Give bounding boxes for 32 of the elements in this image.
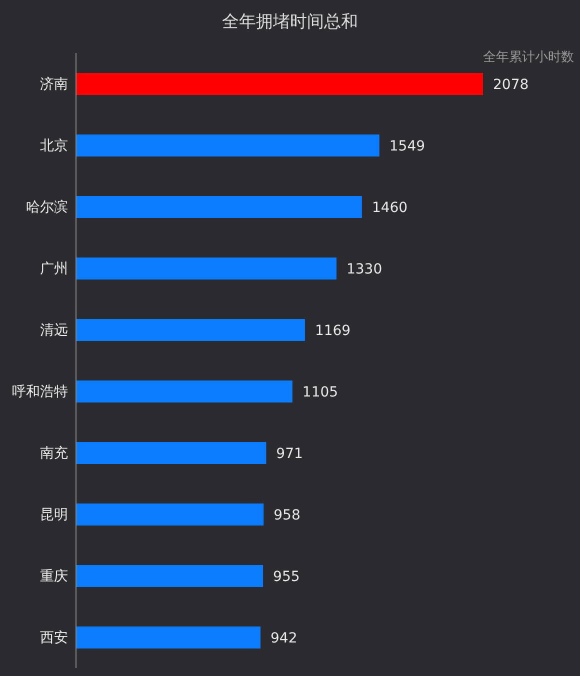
data-label: 1105	[302, 384, 338, 400]
bar	[76, 626, 260, 648]
data-label: 1460	[372, 200, 408, 216]
y-tick-label: 北京	[40, 138, 68, 154]
x-axis-title: 全年累计小时数	[483, 49, 574, 66]
data-label: 2078	[493, 76, 529, 93]
y-tick-label: 哈尔滨	[26, 200, 68, 216]
bar	[76, 319, 305, 341]
y-tick-label: 济南	[40, 76, 68, 93]
bar	[76, 73, 483, 95]
y-tick-label: 广州	[40, 261, 68, 278]
data-label: 971	[276, 446, 303, 462]
bar	[76, 196, 362, 218]
bar	[76, 442, 266, 464]
data-label: 1549	[389, 138, 426, 154]
bar	[76, 380, 292, 402]
y-tick-label: 重庆	[40, 568, 68, 585]
y-tick-label: 呼和浩特	[12, 384, 68, 400]
bar	[76, 565, 264, 587]
data-label: 958	[274, 507, 300, 524]
bar	[76, 258, 336, 280]
y-tick-label: 西安	[40, 630, 68, 646]
data-label: 955	[273, 568, 300, 585]
bar	[76, 134, 380, 156]
data-label: 942	[270, 630, 298, 646]
chart-title: 全年拥堵时间总和	[221, 11, 359, 33]
data-label: 1169	[314, 322, 351, 339]
data-label: 1330	[346, 261, 382, 278]
bar	[76, 504, 264, 526]
y-tick-label: 昆明	[40, 507, 68, 524]
y-tick-label: 南充	[40, 446, 68, 462]
y-tick-label: 清远	[40, 322, 68, 339]
